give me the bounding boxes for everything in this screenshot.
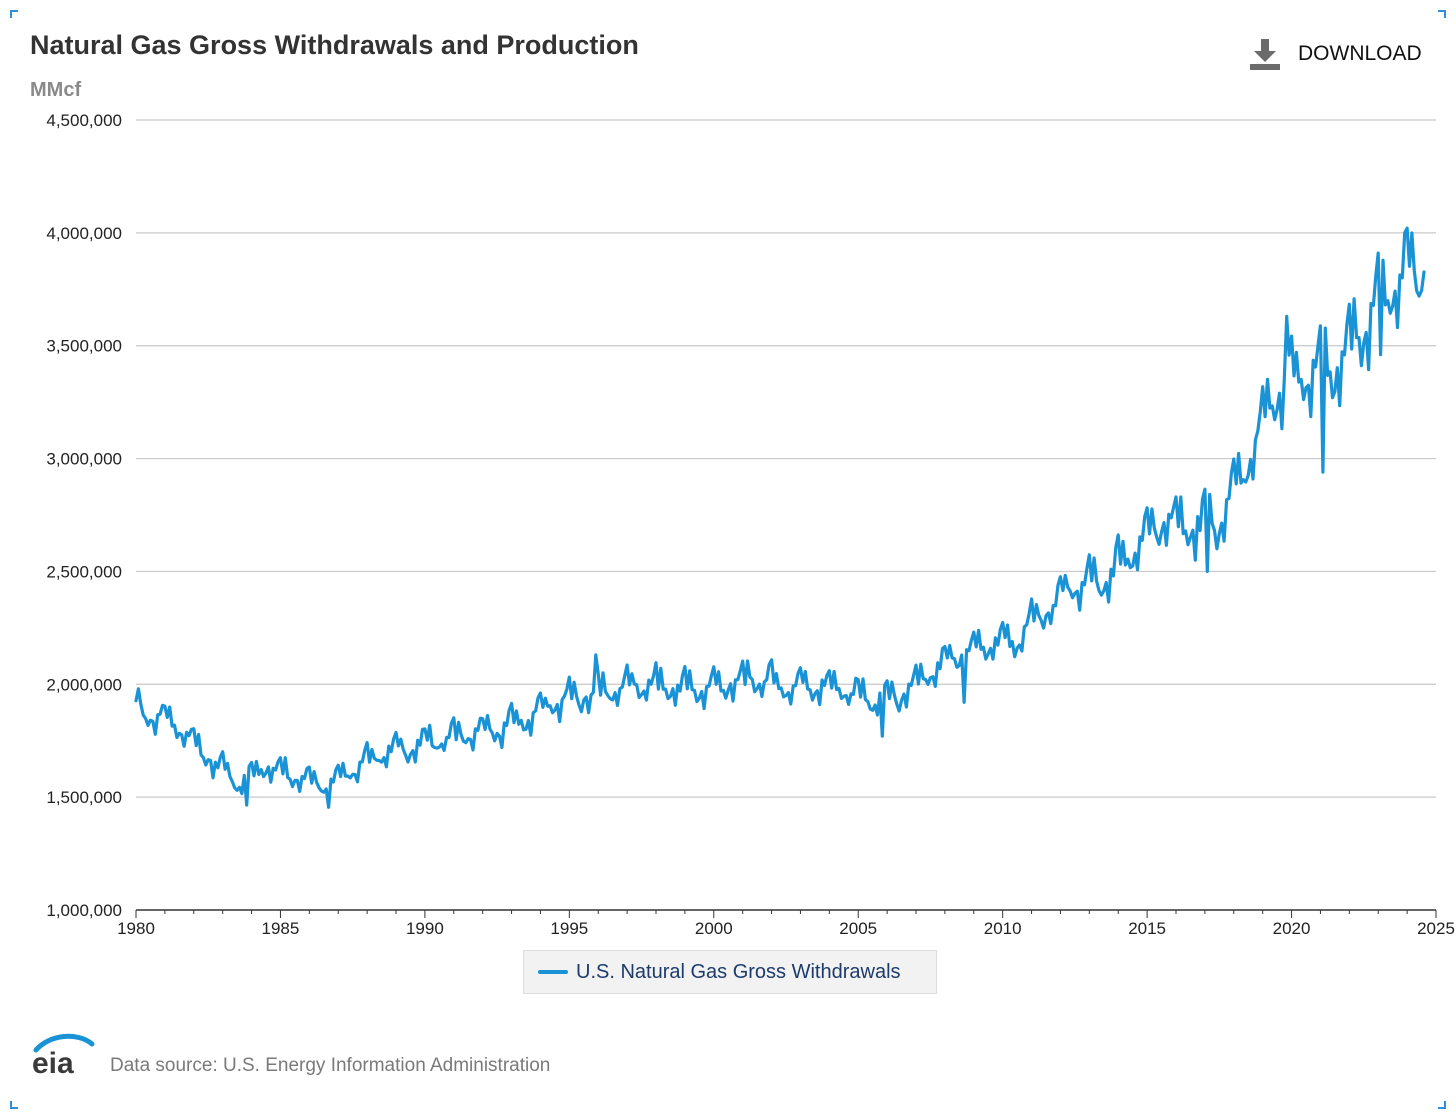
- series-line-us-natural-gas-gross-withdrawals: [134, 226, 1426, 809]
- x-tick-label: 1990: [406, 919, 444, 938]
- x-tick-label: 1980: [117, 919, 155, 938]
- download-button[interactable]: DOWNLOAD: [1248, 36, 1422, 72]
- x-tick-label: 1995: [550, 919, 588, 938]
- y-tick-label: 4,000,000: [46, 224, 122, 243]
- x-tick-label: 2000: [695, 919, 733, 938]
- x-tick-label: 2010: [984, 919, 1022, 938]
- y-tick-label: 2,000,000: [46, 675, 122, 694]
- y-tick-label: 4,500,000: [46, 111, 122, 130]
- legend-item[interactable]: U.S. Natural Gas Gross Withdrawals: [523, 950, 937, 994]
- y-tick-label: 1,000,000: [46, 901, 122, 920]
- x-tick-label: 2005: [839, 919, 877, 938]
- legend-label: U.S. Natural Gas Gross Withdrawals: [576, 960, 901, 983]
- y-tick-label: 3,000,000: [46, 450, 122, 469]
- x-tick-label: 1985: [262, 919, 300, 938]
- download-icon: [1250, 39, 1280, 70]
- data-source-text: Data source: U.S. Energy Information Adm…: [110, 1055, 551, 1076]
- x-axis-ticks: 1980 1985 1990 1995 2000 2005 2010 2015 2020 2025: [117, 909, 1455, 938]
- y-tick-label: 3,500,000: [46, 337, 122, 356]
- x-tick-label: 2020: [1273, 919, 1311, 938]
- x-tick-label: 2025: [1417, 919, 1455, 938]
- series-layer: [134, 226, 1426, 809]
- eia-logo: eia: [32, 1033, 95, 1076]
- y-axis-unit-label: MMcf: [30, 79, 82, 101]
- corner-mark: [10, 1101, 18, 1109]
- y-tick-label: 2,500,000: [46, 562, 122, 581]
- logo-text: eia: [32, 1047, 74, 1076]
- y-tick-label: 1,500,000: [46, 788, 122, 807]
- download-label: DOWNLOAD: [1298, 42, 1422, 65]
- y-axis-ticks: 1,000,000 1,500,000 2,000,000 2,500,000 3,00…: [46, 111, 122, 920]
- chart-title: Natural Gas Gross Withdrawals and Produc…: [30, 30, 639, 60]
- corner-mark: [1438, 1101, 1446, 1109]
- corner-mark: [1438, 10, 1446, 18]
- corner-mark: [10, 10, 18, 18]
- legend-swatch: [538, 970, 568, 974]
- x-tick-label: 2015: [1128, 919, 1166, 938]
- gridlines: [136, 119, 1436, 798]
